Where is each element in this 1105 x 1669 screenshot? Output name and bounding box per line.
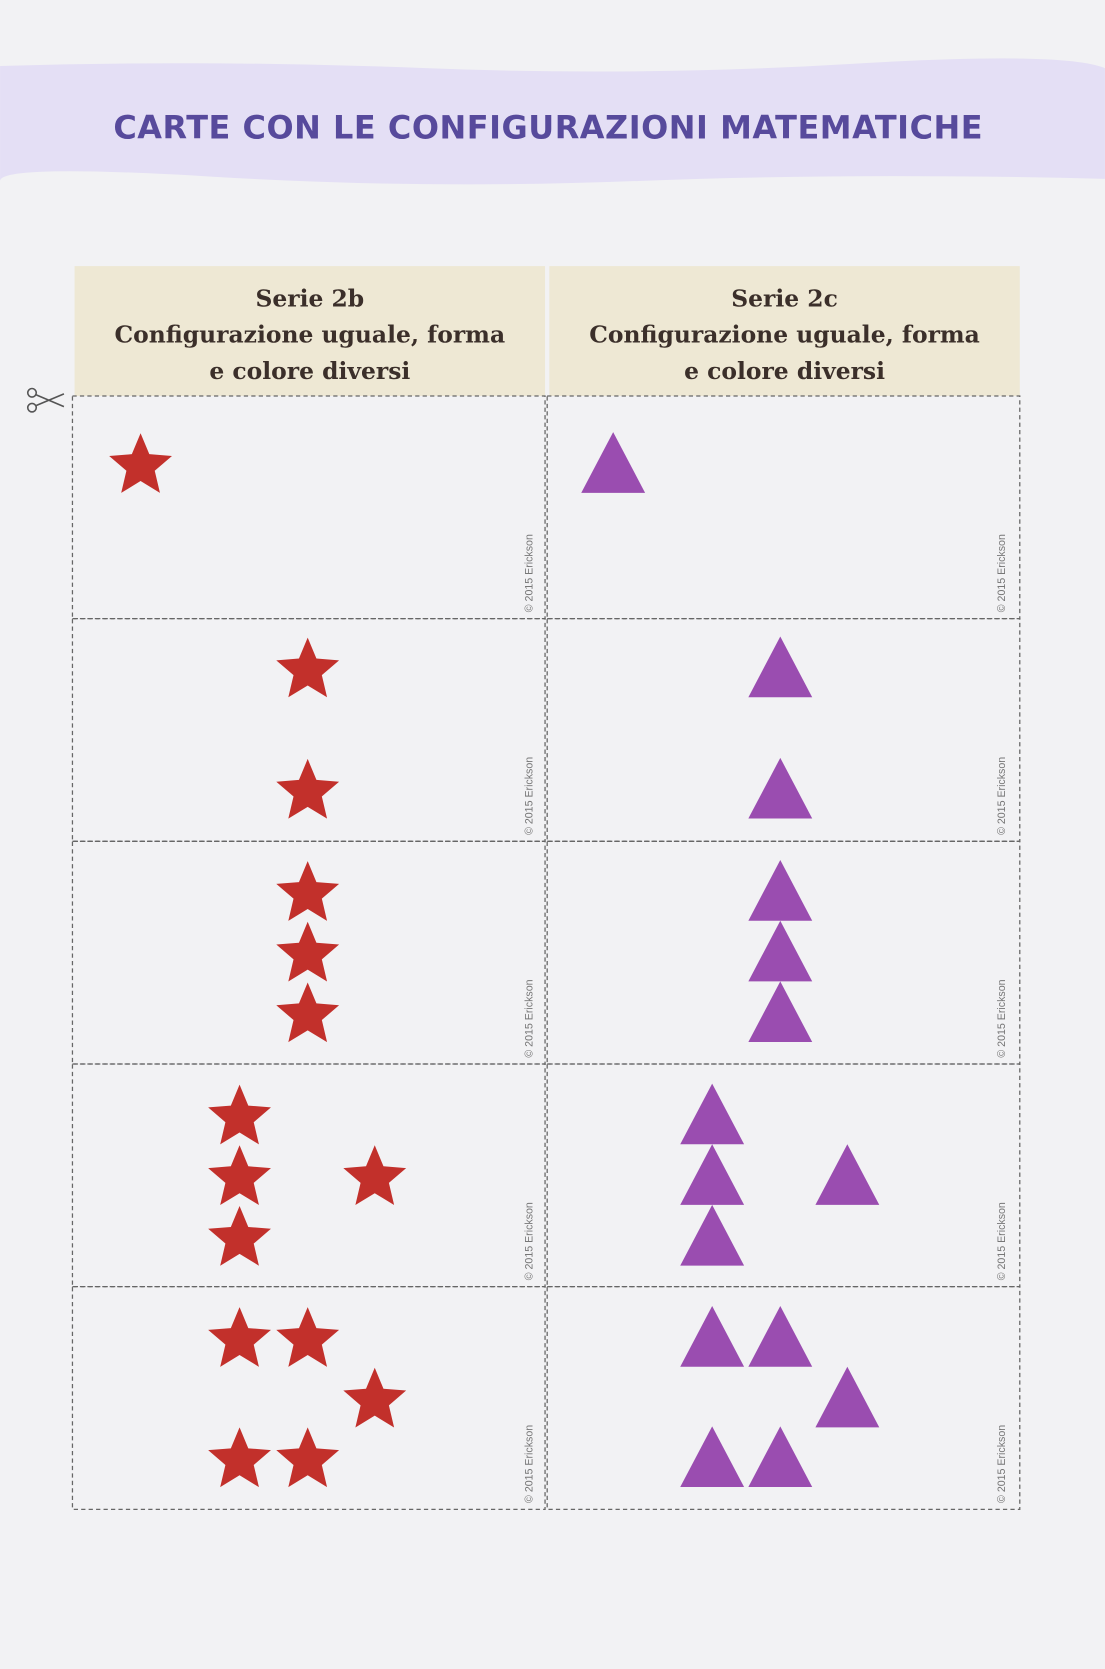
triangle [748,860,813,921]
column-heading: Serie 2b [255,285,364,313]
column-heading: Configurazione uguale, forma [115,321,506,349]
title-band [0,58,1105,185]
copyright: © 2015 Erickson [523,534,535,612]
star [276,982,340,1043]
triangle [680,1306,745,1367]
card-outline [71,840,546,1065]
triangle [581,432,646,493]
star [276,758,340,819]
copyright: © 2015 Erickson [523,1202,535,1280]
column-heading: Configurazione uguale, forma [589,321,980,349]
star [208,1205,271,1266]
card-outline [71,617,546,842]
card-outline [71,395,546,620]
card-outline [546,395,1021,620]
copyright: © 2015 Erickson [996,1202,1008,1280]
star [208,1084,271,1145]
scissors-icon [26,387,65,413]
copyright: © 2015 Erickson [996,534,1008,612]
card-outline [546,1063,1021,1288]
card-outline [546,617,1021,842]
star [276,861,340,921]
copyright: © 2015 Erickson [523,979,535,1057]
triangle [815,1144,880,1205]
star [276,1427,340,1488]
star [208,1145,271,1206]
triangle [748,757,813,819]
card-outline [71,1286,546,1510]
triangle [680,1083,745,1145]
star [276,1307,340,1367]
card-outline [546,1286,1021,1510]
page-title: CARTE CON LE CONFIGURAZIONI MATEMATICHE [113,108,983,146]
star [276,921,340,982]
triangle [815,1366,880,1428]
triangle [748,636,813,698]
triangle [748,981,813,1043]
triangle [680,1144,745,1205]
triangle [680,1426,745,1487]
card-outline [71,1063,546,1288]
star [109,433,172,493]
star [208,1307,271,1367]
copyright: © 2015 Erickson [523,757,535,835]
star [276,637,340,698]
card-outline [546,840,1021,1065]
column-heading: e colore diversi [684,357,885,385]
triangle [680,1204,745,1266]
triangle [748,920,813,982]
copyright: © 2015 Erickson [996,757,1008,835]
copyright: © 2015 Erickson [996,979,1008,1057]
star [343,1145,407,1206]
column-header [74,266,546,396]
copyright: © 2015 Erickson [996,1425,1008,1503]
triangle [748,1426,813,1487]
copyright: © 2015 Erickson [523,1425,535,1503]
column-heading: e colore diversi [209,357,410,385]
column-heading: Serie 2c [731,285,838,313]
triangle [748,1306,813,1367]
star [208,1427,271,1488]
column-header [549,266,1020,396]
star [343,1367,407,1428]
